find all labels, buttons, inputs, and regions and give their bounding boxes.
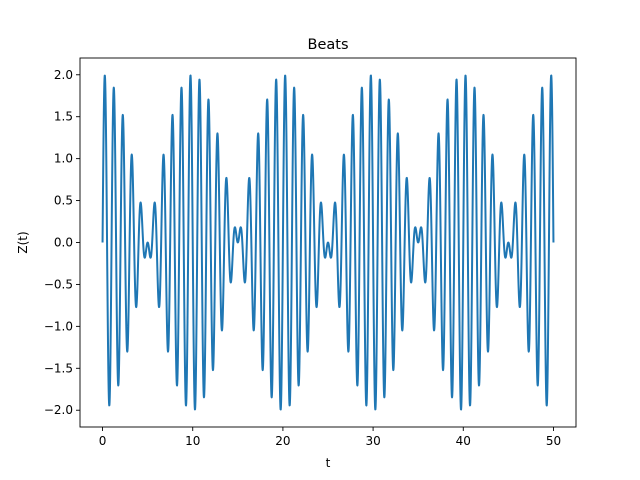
x-axis-ticks: 0 10 20 30 40 50 [99, 427, 561, 448]
y-tick-label: 1.5 [54, 110, 73, 124]
x-tick-label: 50 [546, 434, 561, 448]
y-axis-label: Z(t) [16, 231, 30, 253]
plot-area [101, 74, 555, 411]
chart-title: Beats [308, 37, 349, 53]
x-axis-label: t [326, 456, 331, 470]
y-tick-label: −0.5 [44, 277, 73, 291]
x-tick-label: 10 [185, 434, 200, 448]
y-tick-label: −1.0 [44, 319, 73, 333]
x-tick-label: 20 [275, 434, 290, 448]
y-axis-ticks: −2.0 −1.5 −1.0 −0.5 0.0 0.5 1.0 1.5 2.0 [44, 68, 80, 417]
x-tick-label: 30 [365, 434, 380, 448]
y-tick-label: 1.0 [54, 152, 73, 166]
x-tick-label: 40 [456, 434, 471, 448]
y-tick-label: −1.5 [44, 361, 73, 375]
y-tick-label: 2.0 [54, 68, 73, 82]
series-line-0 [101, 74, 555, 411]
y-tick-label: −2.0 [44, 403, 73, 417]
y-tick-label: 0.5 [54, 194, 73, 208]
x-tick-label: 0 [99, 434, 107, 448]
y-tick-label: 0.0 [54, 236, 73, 250]
